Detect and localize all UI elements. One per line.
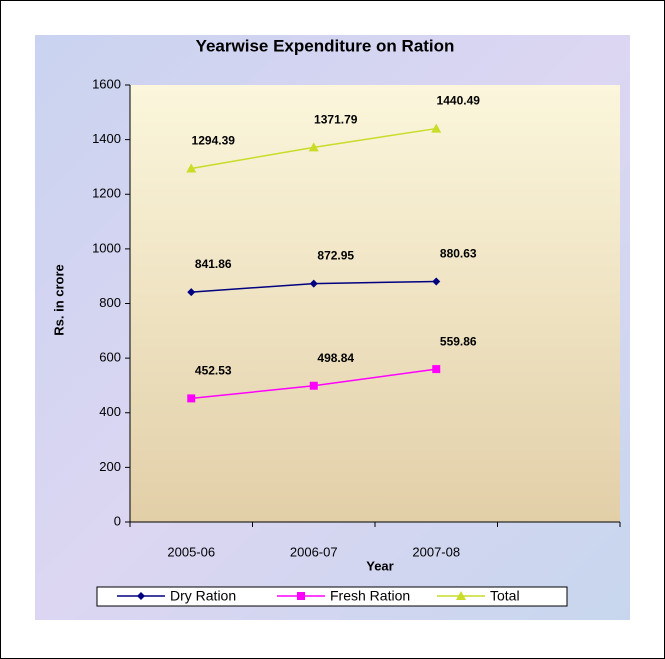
- chart-title: Yearwise Expenditure on Ration: [196, 36, 455, 55]
- marker: [137, 592, 145, 600]
- data-label: 880.63: [440, 247, 477, 261]
- x-tick-label: 2005-06: [167, 544, 215, 559]
- y-tick-label: 1600: [92, 76, 121, 91]
- marker: [309, 279, 318, 288]
- marker: [186, 163, 197, 173]
- marker: [187, 288, 196, 297]
- y-axis-label: Rs. in crore: [51, 264, 66, 336]
- data-label: 559.86: [440, 334, 477, 348]
- x-axis-label: Year: [366, 558, 393, 573]
- data-label: 872.95: [317, 249, 354, 263]
- y-tick-label: 1200: [92, 186, 121, 201]
- y-tick-label: 600: [99, 350, 121, 365]
- data-label: 498.84: [317, 351, 354, 365]
- y-tick-label: 400: [99, 404, 121, 419]
- x-tick-label: 2007-08: [412, 544, 460, 559]
- y-tick-label: 1400: [92, 131, 121, 146]
- marker: [432, 365, 441, 374]
- data-label: 1294.39: [192, 134, 236, 148]
- data-label: 452.53: [195, 364, 232, 378]
- plot-area: [130, 85, 620, 522]
- legend: [96, 586, 568, 607]
- data-label: 1371.79: [314, 113, 358, 127]
- legend-label: Fresh Ration: [330, 588, 410, 604]
- marker: [297, 592, 305, 600]
- y-tick-label: 800: [99, 295, 121, 310]
- marker: [431, 123, 442, 133]
- y-tick-label: 200: [99, 459, 121, 474]
- marker: [309, 381, 318, 390]
- y-tick-label: 0: [114, 513, 121, 528]
- marker: [456, 591, 466, 600]
- marker: [187, 394, 196, 403]
- x-tick-label: 2006-07: [290, 544, 338, 559]
- legend-label: Dry Ration: [170, 588, 236, 604]
- data-label: 1440.49: [437, 94, 481, 108]
- marker: [308, 142, 319, 152]
- data-label: 841.86: [195, 257, 232, 271]
- marker: [432, 277, 441, 286]
- y-tick-label: 1000: [92, 240, 121, 255]
- legend-label: Total: [490, 588, 520, 604]
